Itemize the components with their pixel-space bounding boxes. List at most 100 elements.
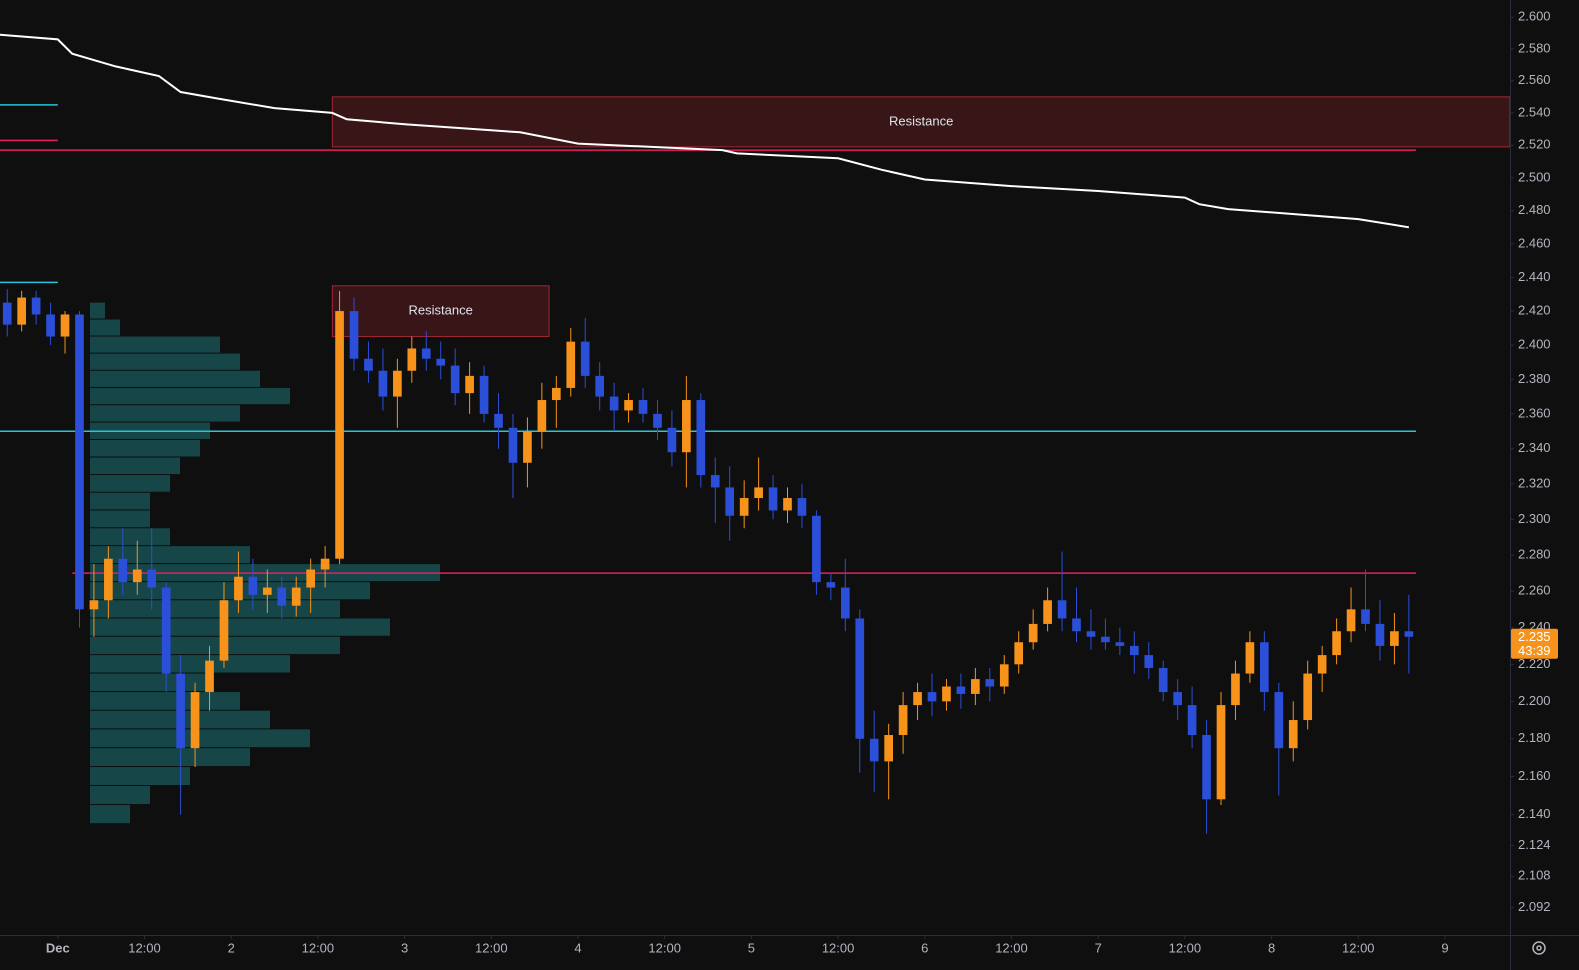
candle-body (277, 587, 287, 606)
volume-profile-bar (90, 528, 170, 546)
candle-body (1028, 623, 1038, 643)
y-tick-label: 2.400 (1518, 337, 1551, 352)
candle-body (1216, 705, 1226, 800)
candle-body (1260, 642, 1269, 693)
y-tick-label: 2.480 (1518, 202, 1551, 217)
candle-body (1101, 636, 1110, 643)
x-tick-label: 4 (574, 940, 581, 955)
x-tick-label: 9 (1441, 940, 1448, 955)
candle-body (869, 738, 879, 762)
candle-body (118, 558, 128, 583)
x-tick-label: 8 (1268, 940, 1275, 955)
candle-body (1072, 618, 1081, 632)
candle-body (898, 705, 908, 736)
candle-body (609, 396, 619, 411)
candle-body (421, 348, 431, 359)
candle-body (1086, 631, 1096, 637)
x-tick-label: 5 (748, 940, 755, 955)
y-tick-label: 2.200 (1518, 693, 1551, 708)
x-tick-label: 3 (401, 940, 408, 955)
x-tick-label: 12:00 (648, 940, 681, 955)
candle-body (494, 413, 503, 428)
volume-profile-bar (90, 302, 105, 319)
candle-body (248, 576, 258, 595)
resistance-zone (331, 96, 1510, 148)
candle-body (768, 487, 778, 511)
candle-body (523, 431, 532, 463)
x-tick-label: 6 (921, 940, 928, 955)
volume-profile-bar (90, 582, 370, 600)
candle-body (840, 587, 850, 619)
candle-body (942, 686, 951, 702)
x-tick-label: 12:00 (475, 940, 508, 955)
y-tick-label: 2.420 (1518, 303, 1551, 318)
x-tick-label: Dec (46, 940, 70, 955)
volume-profile-bar (90, 475, 170, 492)
candle-body (335, 311, 344, 559)
y-tick-label: 2.280 (1518, 547, 1551, 562)
candle-body (566, 341, 576, 388)
candle-body (999, 664, 1009, 687)
candle-body (667, 427, 677, 453)
candle-body (393, 370, 402, 397)
candle-body (320, 558, 330, 570)
y-tick-label: 2.540 (1518, 104, 1551, 119)
candle-body (956, 686, 966, 694)
candle-body (75, 314, 84, 610)
volume-profile-bar (90, 692, 240, 710)
candle-body (783, 498, 792, 511)
candle-body (161, 587, 171, 674)
volume-profile-bar (90, 510, 150, 528)
candle-body (1187, 705, 1197, 736)
candle-body (682, 400, 691, 453)
volume-profile-bar (90, 805, 130, 824)
candle-body (2, 302, 12, 325)
candle-body (479, 375, 489, 414)
settings-icon[interactable] (1532, 941, 1546, 955)
candle-body (1057, 600, 1067, 619)
candle-body (1390, 631, 1399, 646)
candle-body (132, 569, 142, 583)
y-tick-label: 2.580 (1518, 40, 1551, 55)
y-tick-label: 2.360 (1518, 405, 1551, 420)
average-line (0, 33, 1410, 229)
volume-profile-bar (90, 439, 200, 457)
plot-area: Resistance Resistance (0, 33, 1510, 834)
x-tick-label: 12:00 (822, 940, 855, 955)
last-price-tag (1511, 628, 1558, 659)
candle-body (1375, 623, 1385, 646)
candle-body (884, 735, 893, 762)
y-tick-label: 2.440 (1518, 269, 1551, 284)
volume-profile-bar (90, 618, 390, 636)
settings-gear-center[interactable] (1536, 945, 1542, 951)
candle-body (31, 297, 41, 315)
y-tick-label: 2.380 (1518, 371, 1551, 386)
candle-body (436, 358, 446, 366)
candle-body (754, 487, 763, 499)
y-tick-label: 2.108 (1518, 868, 1551, 883)
candle-body (89, 600, 99, 610)
x-tick-label: 12:00 (1169, 940, 1202, 955)
candle-body (1202, 735, 1211, 800)
y-tick-label: 2.600 (1518, 9, 1551, 24)
volume-profile-bar (90, 767, 190, 786)
candle-body (1361, 609, 1370, 624)
volume-profile-bar (90, 319, 120, 336)
volume-profile-bar (90, 492, 150, 510)
zone-label: Resistance (889, 113, 953, 128)
settings-gear[interactable] (1532, 941, 1546, 955)
volume-profile-bar (90, 457, 180, 475)
volume-profile-bar (90, 655, 290, 673)
candle-body (1346, 609, 1356, 632)
candle-body (291, 587, 301, 606)
candle-body (812, 515, 821, 583)
last-price-label: 2.235 (1518, 629, 1551, 644)
candle-body (1231, 673, 1240, 706)
candle-body (710, 475, 720, 488)
x-tick-label: 7 (1095, 940, 1102, 955)
candle-body (653, 413, 662, 428)
candle-body (234, 576, 243, 601)
candle-body (176, 673, 185, 749)
y-tick-label: 2.340 (1518, 440, 1551, 455)
candle-body (985, 679, 995, 687)
